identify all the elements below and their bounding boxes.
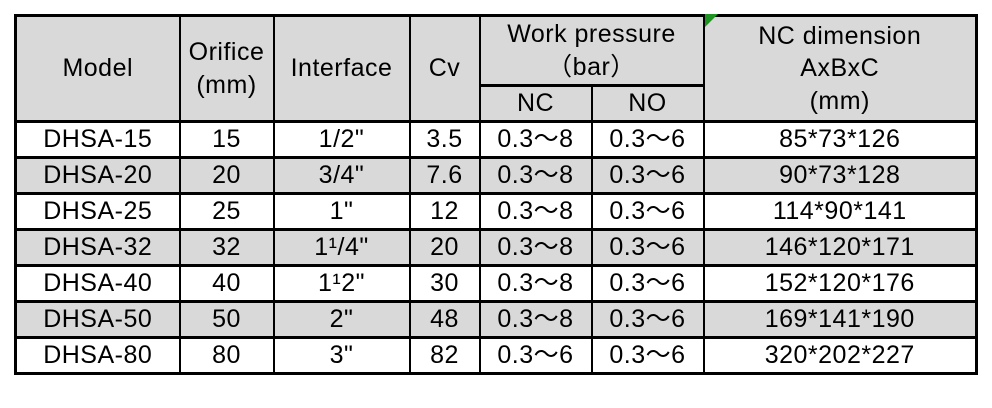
- cell-orifice: 50: [180, 302, 274, 338]
- cell-pressure-nc: 0.3～8: [480, 122, 592, 158]
- cell-model: DHSA-50: [16, 302, 180, 338]
- cell-interface: 2": [274, 302, 410, 338]
- header-cv: Cv: [410, 16, 480, 122]
- cell-cv: 3.5: [410, 122, 480, 158]
- table-row: DHSA-15 15 1/2" 3.5 0.3～8 0.3～6 85*73*12…: [16, 122, 977, 158]
- cell-orifice: 15: [180, 122, 274, 158]
- valve-spec-table: Model Orifice (mm) Interface Cv Work pres…: [14, 14, 978, 375]
- cell-pressure-nc: 0.3～6: [480, 338, 592, 374]
- cell-pressure-no: 0.3～6: [592, 266, 704, 302]
- cell-dimension: 114*90*141: [704, 194, 977, 230]
- cell-pressure-nc: 0.3～8: [480, 158, 592, 194]
- header-nc-dimension: NC dimension AxBxC (mm): [704, 16, 977, 122]
- cell-cv: 48: [410, 302, 480, 338]
- cell-pressure-nc: 0.3～8: [480, 266, 592, 302]
- table-header: Model Orifice (mm) Interface Cv Work pres…: [16, 16, 977, 122]
- cell-dimension: 152*120*176: [704, 266, 977, 302]
- cell-pressure-nc: 0.3～8: [480, 230, 592, 266]
- header-row-top: Model Orifice(mm) Interface Cv Work pres…: [16, 16, 977, 86]
- cell-pressure-nc: 0.3～8: [480, 302, 592, 338]
- cell-dimension: 320*202*227: [704, 338, 977, 374]
- cell-orifice: 80: [180, 338, 274, 374]
- table-row: DHSA-40 40 1¹2" 30 0.3～8 0.3～6 152*120*1…: [16, 266, 977, 302]
- header-work-pressure-line1: Work pressure: [507, 20, 676, 48]
- cell-cv: 7.6: [410, 158, 480, 194]
- cell-dimension: 169*141*190: [704, 302, 977, 338]
- cell-model: DHSA-20: [16, 158, 180, 194]
- cell-dimension: 146*120*171: [704, 230, 977, 266]
- header-nc-dimension-line1: NC dimension: [758, 22, 921, 50]
- cell-pressure-no: 0.3～6: [592, 338, 704, 374]
- cell-cv: 12: [410, 194, 480, 230]
- cell-dimension: 90*73*128: [704, 158, 977, 194]
- header-no: NO: [592, 86, 704, 122]
- green-corner-flag-icon: [705, 14, 718, 27]
- cell-cv: 20: [410, 230, 480, 266]
- header-nc-dimension-line3: (mm): [810, 87, 870, 115]
- cell-pressure-no: 0.3～6: [592, 302, 704, 338]
- cell-pressure-no: 0.3～6: [592, 194, 704, 230]
- header-nc: NC: [480, 86, 592, 122]
- cell-model: DHSA-80: [16, 338, 180, 374]
- table-row: DHSA-25 25 1" 12 0.3～8 0.3～6 114*90*141: [16, 194, 977, 230]
- cell-orifice: 25: [180, 194, 274, 230]
- cell-orifice: 32: [180, 230, 274, 266]
- cell-model: DHSA-40: [16, 266, 180, 302]
- header-interface: Interface: [274, 16, 410, 122]
- table-row: DHSA-80 80 3" 82 0.3～6 0.3～6 320*202*227: [16, 338, 977, 374]
- header-orifice-line2: (mm): [196, 71, 256, 99]
- cell-orifice: 20: [180, 158, 274, 194]
- cell-dimension: 85*73*126: [704, 122, 977, 158]
- cell-model: DHSA-15: [16, 122, 180, 158]
- cell-orifice: 40: [180, 266, 274, 302]
- table-row: DHSA-20 20 3/4" 7.6 0.3～8 0.3～6 90*73*12…: [16, 158, 977, 194]
- cell-pressure-no: 0.3～6: [592, 122, 704, 158]
- table-row: DHSA-50 50 2" 48 0.3～8 0.3～6 169*141*190: [16, 302, 977, 338]
- cell-pressure-nc: 0.3～8: [480, 194, 592, 230]
- header-nc-dimension-line2: AxBxC: [800, 54, 879, 82]
- cell-interface: 3": [274, 338, 410, 374]
- cell-interface: 1/2": [274, 122, 410, 158]
- page: Model Orifice (mm) Interface Cv Work pres…: [0, 0, 992, 408]
- header-work-pressure: Work pressure （bar）: [480, 16, 704, 86]
- cell-cv: 82: [410, 338, 480, 374]
- table-row: DHSA-32 32 1¹/4" 20 0.3～8 0.3～6 146*120*…: [16, 230, 977, 266]
- cell-cv: 30: [410, 266, 480, 302]
- cell-model: DHSA-25: [16, 194, 180, 230]
- cell-pressure-no: 0.3～6: [592, 158, 704, 194]
- header-orifice-line1: Orifice: [189, 38, 265, 66]
- header-model: Model: [16, 16, 180, 122]
- table-body: DHSA-15 15 1/2" 3.5 0.3～8 0.3～6 85*73*12…: [16, 122, 977, 374]
- cell-model: DHSA-32: [16, 230, 180, 266]
- header-orifice: Orifice (mm): [180, 16, 274, 122]
- cell-interface: 1¹/4": [274, 230, 410, 266]
- cell-interface: 1¹2": [274, 266, 410, 302]
- header-work-pressure-line2: （bar）: [547, 53, 636, 81]
- cell-interface: 1": [274, 194, 410, 230]
- cell-pressure-no: 0.3～6: [592, 230, 704, 266]
- cell-interface: 3/4": [274, 158, 410, 194]
